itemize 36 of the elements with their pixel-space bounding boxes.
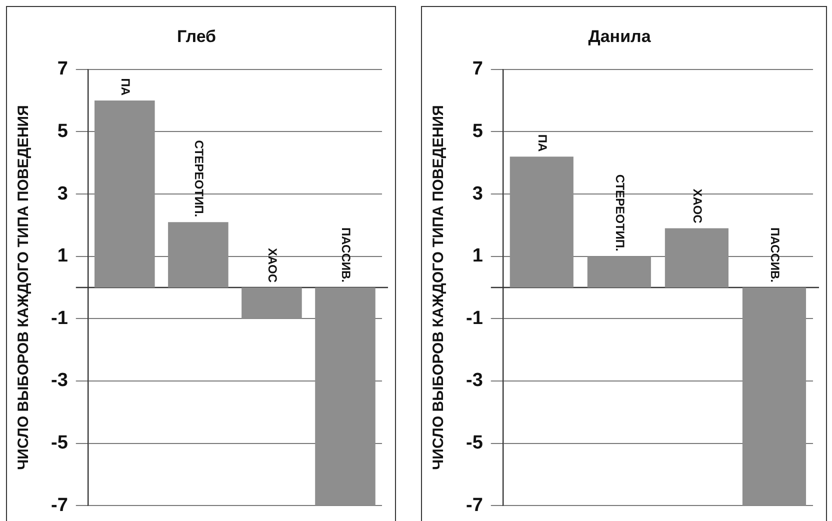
- y-tick-label: 7: [472, 58, 483, 80]
- y-tick-label: 5: [57, 120, 68, 142]
- x-tick-label: ХАОС: [690, 188, 704, 224]
- x-tick-label: ПА: [535, 134, 550, 152]
- x-tick-label: СТЕРЕОТИП.: [192, 140, 206, 218]
- y-tick-label: -3: [466, 370, 483, 392]
- chart-title: Глеб: [176, 26, 216, 46]
- y-tick-label: -1: [50, 308, 68, 329]
- bar: [94, 100, 155, 288]
- chart-title: Данила: [588, 26, 652, 46]
- x-tick-label: СТЕРЕОТИП.: [612, 174, 627, 252]
- y-tick-label: -3: [50, 370, 68, 392]
- x-tick-label: ХАОС: [265, 248, 280, 283]
- y-tick-label: -1: [466, 308, 484, 329]
- y-tick-label: 1: [472, 246, 484, 267]
- y-tick-label: -5: [50, 432, 68, 454]
- y-axis-title: ЧИСЛО ВЫБОРОВ КАЖДОГО ТИПА ПОВЕДЕНИЯ: [430, 105, 448, 470]
- y-tick-label: 5: [472, 120, 484, 142]
- bar: [664, 228, 728, 288]
- x-tick-label: ПАССИВ.: [768, 228, 782, 282]
- bar: [510, 156, 574, 288]
- x-tick-label: ПАССИВ.: [338, 228, 353, 282]
- bar: [168, 222, 228, 288]
- y-tick-label: 3: [472, 183, 483, 204]
- bar: [742, 288, 806, 506]
- y-tick-label: -7: [466, 494, 483, 516]
- y-tick-label: 3: [57, 183, 68, 204]
- x-tick-label: ПА: [118, 78, 132, 96]
- y-tick-label: -5: [466, 432, 484, 454]
- bar: [242, 288, 302, 319]
- bar: [587, 256, 651, 288]
- y-axis-title: ЧИСЛО ВЫБОРОВ КАЖДОГО ТИПА ПОВЕДЕНИЯ: [15, 105, 32, 470]
- y-tick-label: 1: [57, 246, 68, 267]
- y-tick-label: -7: [50, 494, 68, 516]
- bar: [315, 288, 376, 506]
- y-tick-label: 7: [57, 58, 68, 80]
